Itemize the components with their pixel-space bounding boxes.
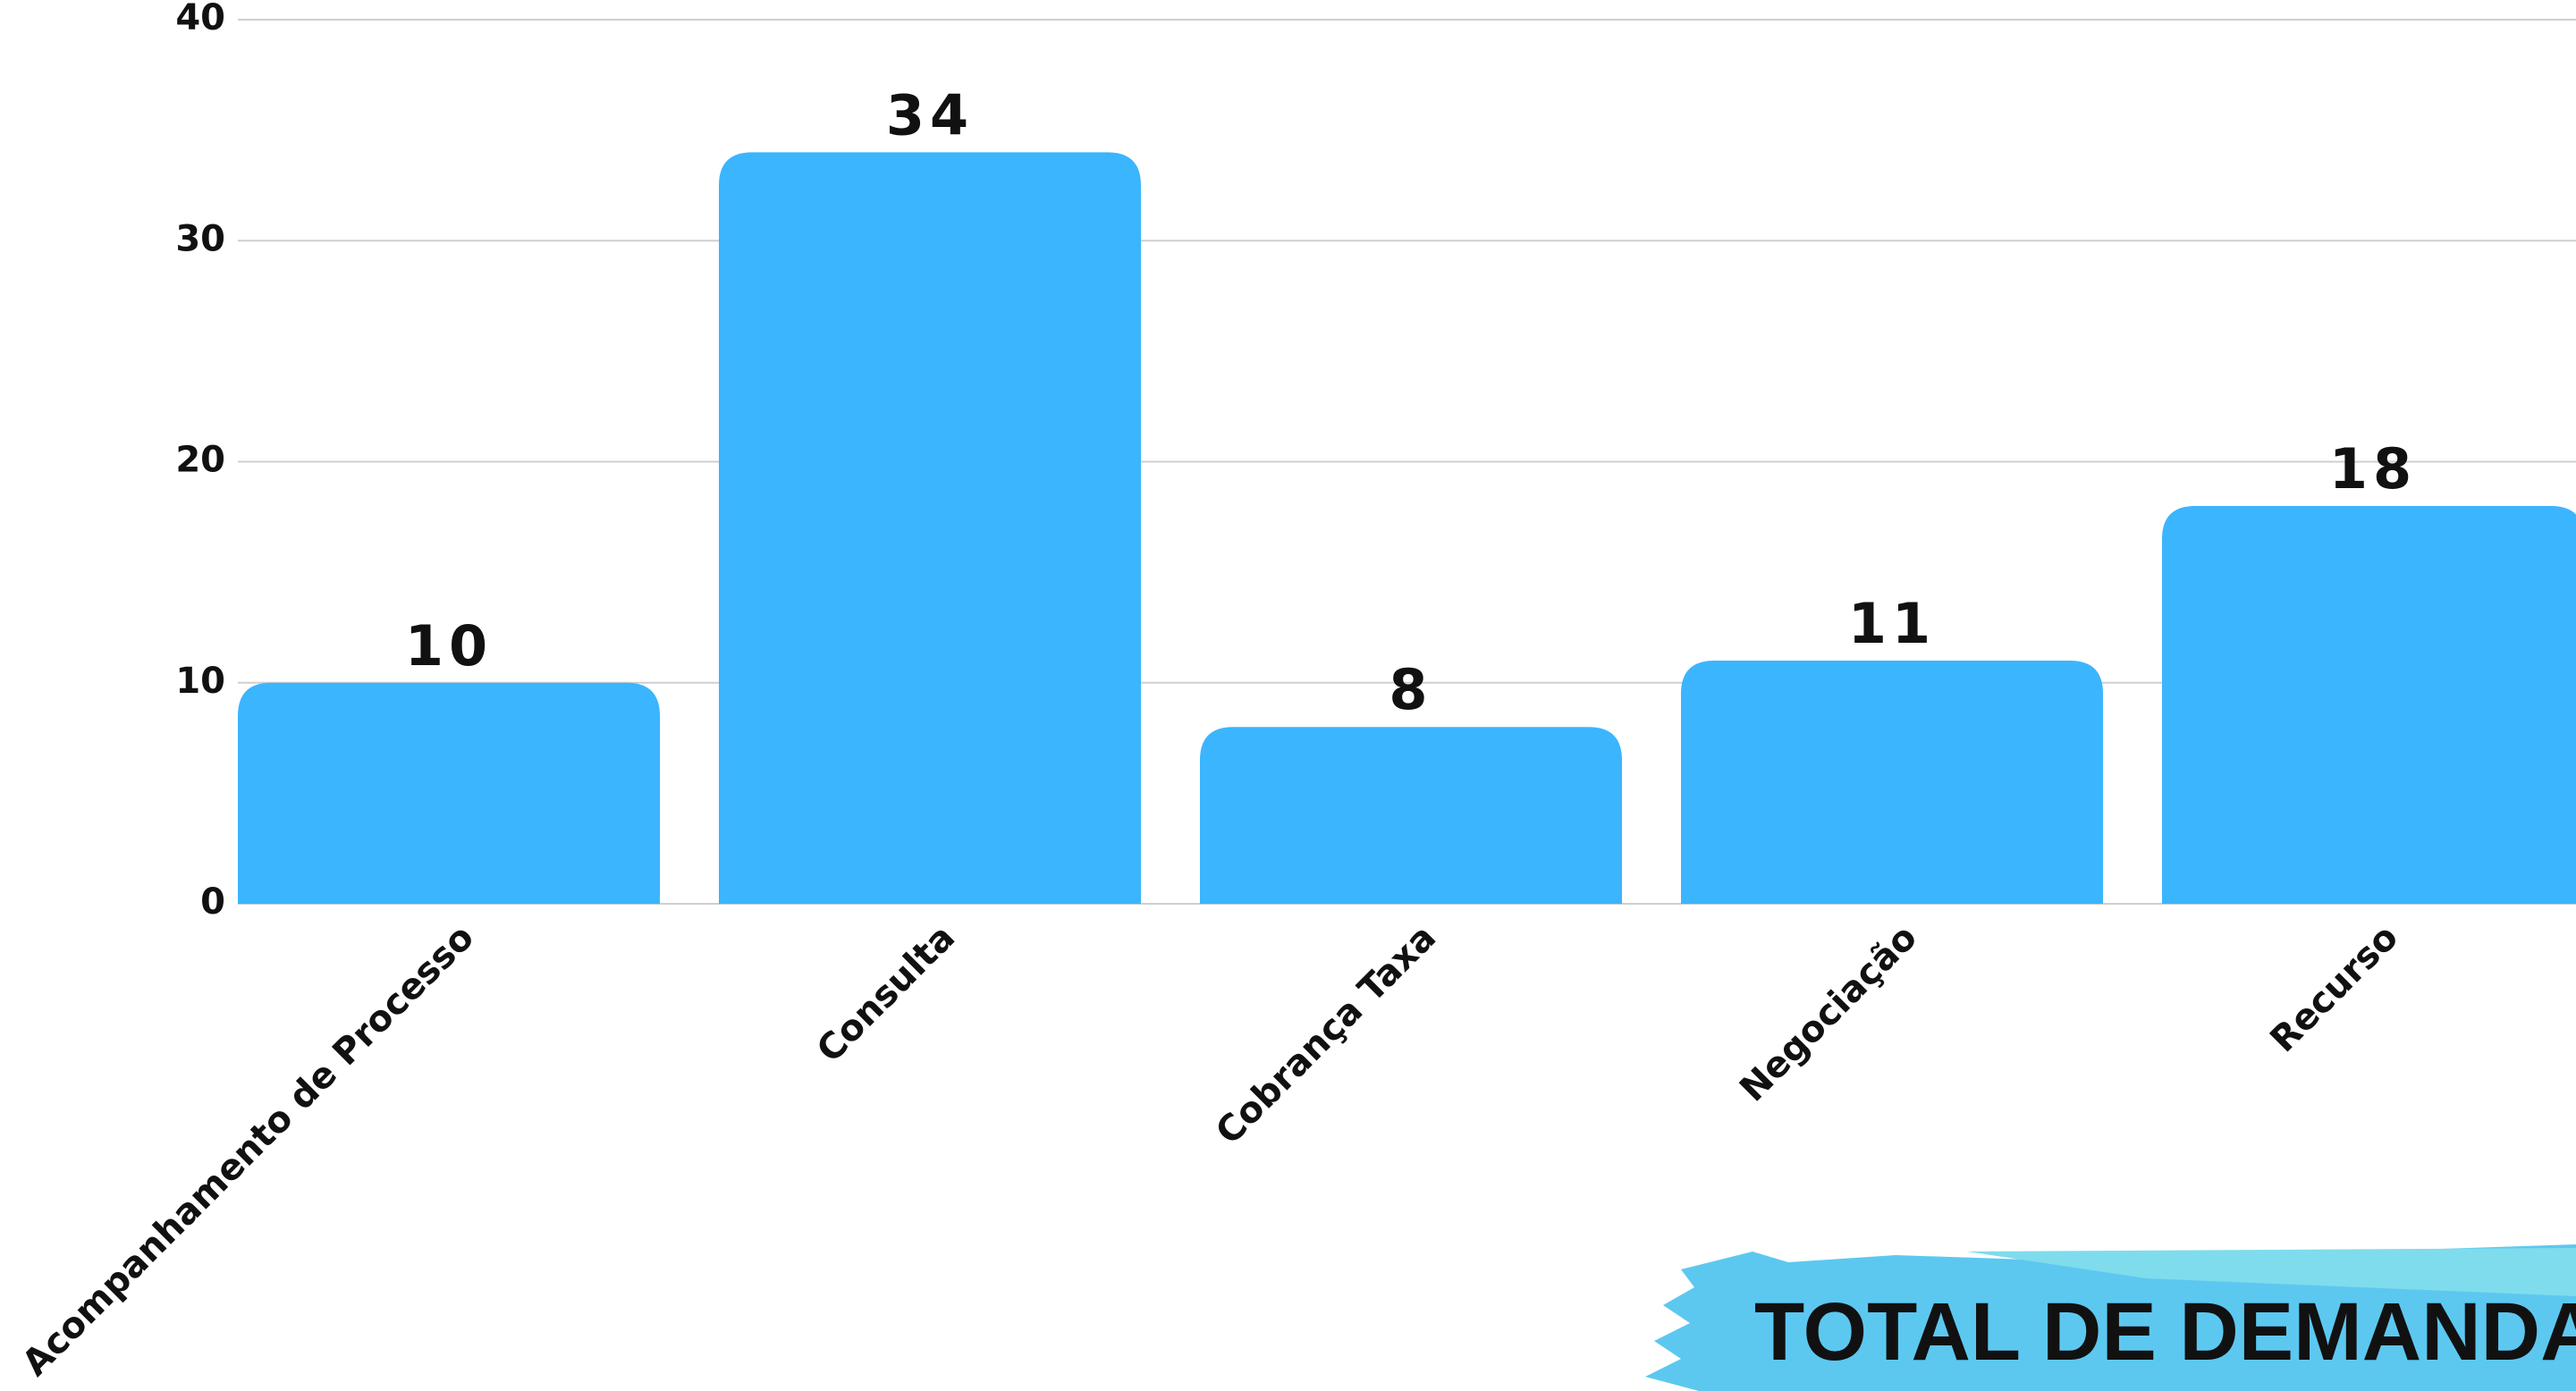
bar	[2162, 505, 2576, 904]
value-label: 10	[405, 613, 493, 679]
x-tick-label: Acompanhamento de Processo	[14, 917, 482, 1385]
x-tick-label: Negociação	[1732, 917, 1925, 1110]
y-tick-label: 40	[175, 0, 225, 38]
y-tick-label: 0	[200, 881, 225, 923]
x-tick-label: Cobrança Taxa	[1208, 917, 1444, 1153]
value-label: 8	[1389, 657, 1432, 722]
value-label: 11	[1848, 591, 1936, 656]
bar	[238, 682, 660, 904]
y-tick-label: 20	[175, 440, 225, 481]
y-tick-label: 30	[175, 218, 225, 259]
value-label: 34	[886, 82, 974, 148]
bar	[719, 152, 1141, 905]
x-tick-label: Consulta	[809, 917, 963, 1071]
chart-title: TOTAL DE DEMANDA	[1754, 1286, 2576, 1378]
x-tick-label: Recurso	[2262, 917, 2406, 1061]
bar	[1681, 661, 2103, 904]
bar	[1200, 727, 1622, 904]
y-tick-label: 10	[175, 661, 225, 702]
value-label: 18	[2329, 436, 2417, 502]
title-banner: TOTAL DE DEMANDA	[1645, 1244, 2576, 1391]
brush-stroke	[1967, 1248, 2576, 1296]
